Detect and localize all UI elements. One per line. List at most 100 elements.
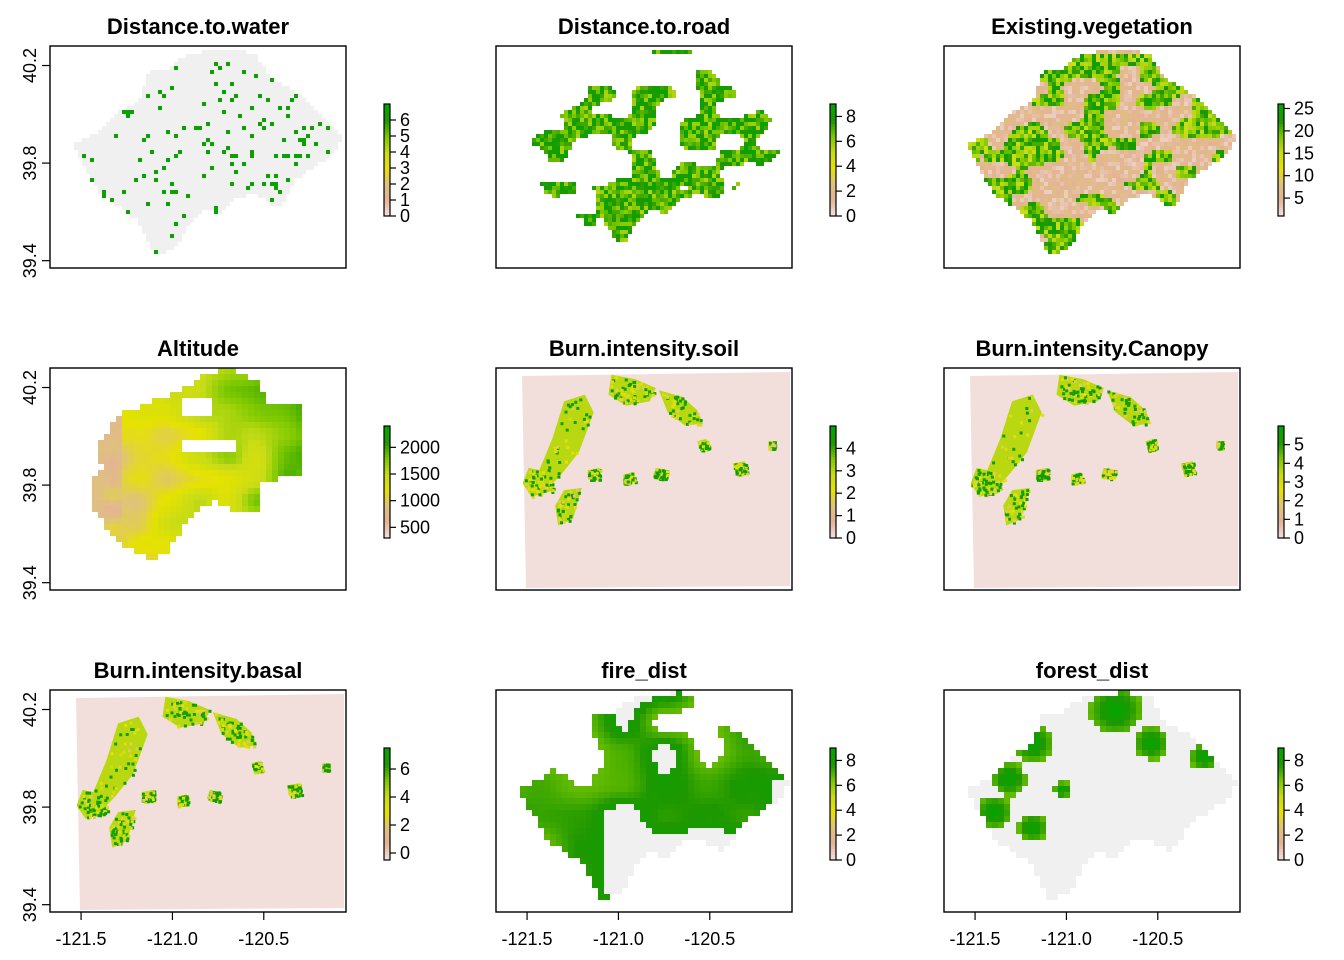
legend-tick-label: 2 xyxy=(846,483,856,503)
plot-frame xyxy=(49,689,347,913)
burn-extent xyxy=(76,694,344,910)
legend-tick-label: 6 xyxy=(400,759,410,779)
y-tick-label: 39.8 xyxy=(20,468,40,503)
legend-tick-label: 6 xyxy=(400,110,410,130)
legend-tick-label: 15 xyxy=(1294,143,1314,163)
legend-tick-label: 5 xyxy=(1294,435,1304,455)
legend-tick-label: 2 xyxy=(400,174,410,194)
raster-cells xyxy=(970,372,1238,588)
legend-tick-label: 10 xyxy=(1294,166,1314,186)
legend-tick-label: 0 xyxy=(846,528,856,548)
legend-tick-label: 2000 xyxy=(400,437,440,457)
panel-title: forest_dist xyxy=(1036,658,1149,683)
legend-tick-label: 0 xyxy=(400,206,410,226)
legend-tick-label: 20 xyxy=(1294,121,1314,141)
color-legend: 500 1000 1500 2000 xyxy=(383,425,440,539)
panel-distance-to-road: Distance.to.road 0 2 4 6 8 xyxy=(495,14,856,269)
legend-tick-label: 4 xyxy=(400,142,410,162)
legend-tick-label: 8 xyxy=(846,106,856,126)
x-tick-label: -120.5 xyxy=(1132,929,1183,949)
legend-bar-frame xyxy=(383,103,391,217)
plot-frame xyxy=(49,45,347,269)
x-tick-label: -120.5 xyxy=(238,929,289,949)
legend-tick-label: 4 xyxy=(846,800,856,820)
panel-forest-dist: forest_dist -121.5 -121.0 -120.5 0 2 4 6 8 xyxy=(943,658,1304,949)
legend-bar-frame xyxy=(829,747,837,861)
raster-cells xyxy=(520,50,788,254)
legend-tick-label: 3 xyxy=(1294,472,1304,492)
plot-frame xyxy=(943,367,1241,591)
panel-title: Burn.intensity.Canopy xyxy=(975,336,1209,361)
burn-extent xyxy=(970,372,1238,588)
color-legend: 0 2 4 6 8 xyxy=(829,747,856,870)
x-tick-label: -121.5 xyxy=(950,929,1001,949)
panel-title: Distance.to.water xyxy=(107,14,290,39)
raster-cells xyxy=(520,690,790,900)
legend-tick-label: 2 xyxy=(1294,491,1304,511)
panel-title: Existing.vegetation xyxy=(991,14,1193,39)
legend-tick-label: 0 xyxy=(1294,528,1304,548)
panel-fire-dist: fire_dist -121.5 -121.0 -120.5 0 2 4 6 8 xyxy=(495,658,856,949)
legend-tick-label: 5 xyxy=(400,126,410,146)
legend-bar-frame xyxy=(383,747,391,861)
panel-title: Burn.intensity.soil xyxy=(549,336,739,361)
x-tick-label: -120.5 xyxy=(684,929,735,949)
legend-tick-label: 1 xyxy=(846,506,856,526)
legend-tick-label: 2 xyxy=(1294,825,1304,845)
panel-title: Distance.to.road xyxy=(558,14,730,39)
legend-bar-frame xyxy=(1277,103,1285,217)
legend-tick-label: 1 xyxy=(1294,509,1304,529)
legend-tick-label: 1000 xyxy=(400,491,440,511)
legend-tick-label: 0 xyxy=(400,843,410,863)
panel-title: Altitude xyxy=(157,336,239,361)
legend-tick-label: 0 xyxy=(846,850,856,870)
legend-tick-label: 4 xyxy=(846,156,856,176)
legend-tick-label: 6 xyxy=(1294,775,1304,795)
panel-altitude: Altitude 39.4 39.8 40.2 500 1000 1500 2000 xyxy=(20,336,440,600)
legend-tick-label: 2 xyxy=(846,181,856,201)
x-tick-label: -121.5 xyxy=(502,929,553,949)
legend-bar-frame xyxy=(383,425,391,539)
legend-tick-label: 3 xyxy=(400,158,410,178)
panel-burn-intensity-soil: Burn.intensity.soil 01 23 4 xyxy=(495,336,856,591)
legend-tick-label: 6 xyxy=(846,131,856,151)
legend-tick-label: 5 xyxy=(1294,188,1304,208)
y-tick-label: 40.2 xyxy=(20,692,40,727)
plot-frame xyxy=(495,367,793,591)
legend-tick-label: 4 xyxy=(400,787,410,807)
x-tick-label: -121.0 xyxy=(593,929,644,949)
legend-tick-label: 25 xyxy=(1294,98,1314,118)
raster-cells xyxy=(968,50,1236,254)
panel-title: Burn.intensity.basal xyxy=(94,658,303,683)
y-tick-label: 39.8 xyxy=(20,790,40,825)
y-tick-label: 39.4 xyxy=(20,243,40,278)
raster-cells xyxy=(522,372,790,588)
plot-frame xyxy=(495,45,793,269)
x-tick-label: -121.0 xyxy=(147,929,198,949)
legend-tick-label: 4 xyxy=(1294,800,1304,820)
legend-tick-label: 2 xyxy=(400,815,410,835)
legend-tick-label: 8 xyxy=(846,750,856,770)
burn-patch xyxy=(985,394,1042,491)
y-tick-label: 40.2 xyxy=(20,48,40,83)
color-legend: 0 2 4 6 xyxy=(383,747,410,863)
color-legend: 0 2 4 6 8 xyxy=(829,103,856,226)
legend-tick-label: 8 xyxy=(1294,750,1304,770)
legend-tick-label: 4 xyxy=(1294,453,1304,473)
y-tick-label: 40.2 xyxy=(20,370,40,405)
plot-frame xyxy=(943,45,1241,269)
burn-patch xyxy=(91,716,148,813)
legend-tick-label: 0 xyxy=(846,206,856,226)
legend-bar-frame xyxy=(829,103,837,217)
burn-extent xyxy=(522,372,790,588)
legend-tick-label: 500 xyxy=(400,517,430,537)
plot-frame xyxy=(495,689,793,913)
panel-title: fire_dist xyxy=(601,658,687,683)
legend-tick-label: 1500 xyxy=(400,464,440,484)
